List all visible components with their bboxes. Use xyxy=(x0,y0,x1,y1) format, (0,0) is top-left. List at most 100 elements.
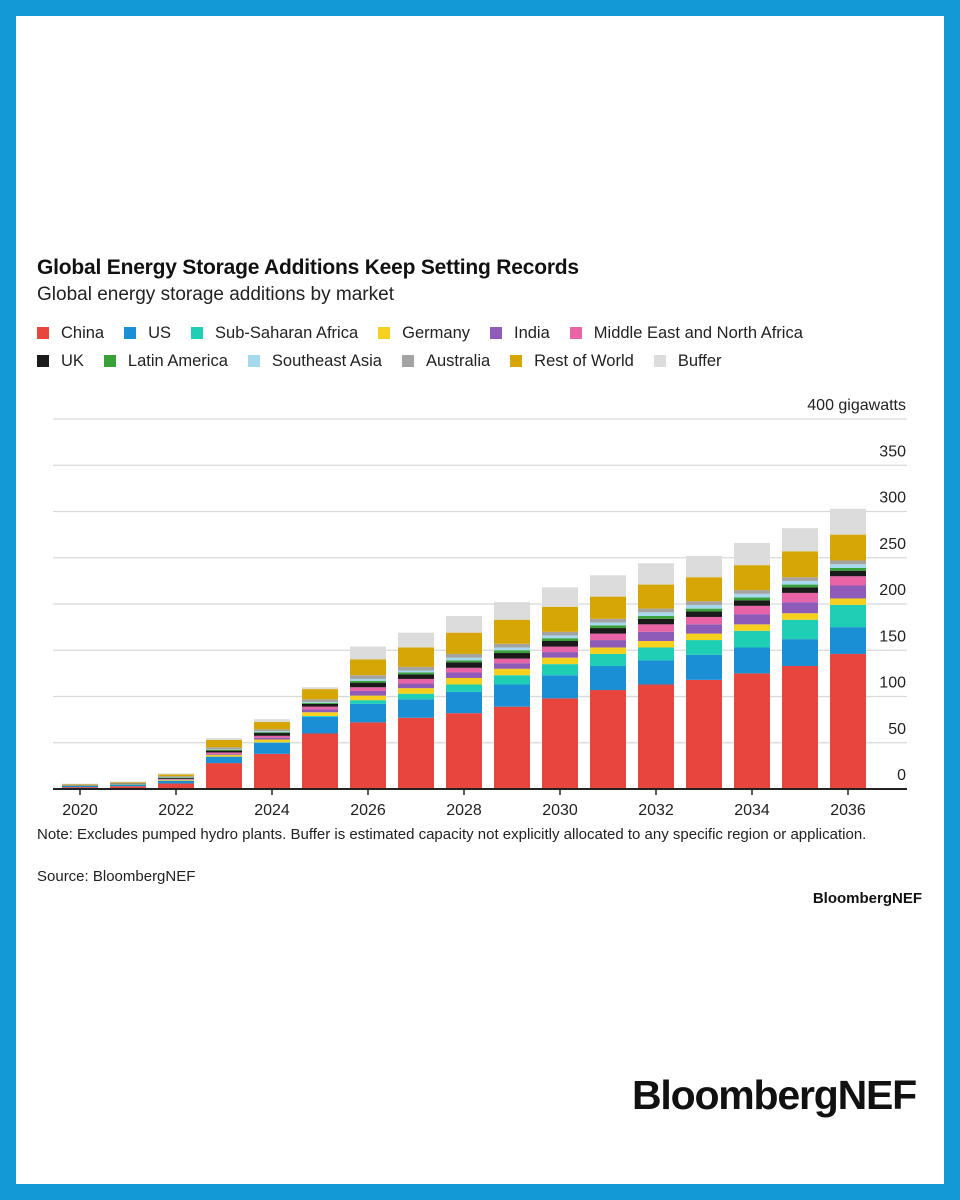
bar-segment xyxy=(446,616,482,633)
x-tick-label: 2036 xyxy=(830,802,866,819)
bar-segment xyxy=(254,737,290,740)
legend-item: Latin America xyxy=(103,352,228,370)
bar-segment xyxy=(590,625,626,629)
bar-segment xyxy=(734,600,770,606)
bar-segment xyxy=(158,780,194,784)
legend-item: US xyxy=(124,324,171,342)
bar-segment xyxy=(782,584,818,588)
y-tick-label: 150 xyxy=(879,628,906,645)
bar-segment xyxy=(494,619,530,644)
bar-segment xyxy=(446,632,482,654)
bar-segment xyxy=(782,551,818,578)
bar-segment xyxy=(638,684,674,789)
bar-segment xyxy=(830,560,866,565)
legend-swatch xyxy=(378,327,391,339)
bar-segment xyxy=(542,606,578,632)
bar-segment xyxy=(782,528,818,552)
bar-segment xyxy=(206,750,242,753)
legend-item: Southeast Asia xyxy=(247,352,382,370)
bar-segment xyxy=(782,665,818,789)
bar-segment xyxy=(206,738,242,740)
legend-item: Germany xyxy=(378,324,470,342)
bar-segment xyxy=(590,575,626,597)
bar-segment xyxy=(302,699,338,703)
bar-segment xyxy=(158,777,194,779)
bar-segment xyxy=(542,638,578,641)
bar-segment xyxy=(830,604,866,628)
bar-segment xyxy=(686,679,722,789)
bar-segment xyxy=(254,719,290,722)
chart-note: Note: Excludes pumped hydro plants. Buff… xyxy=(37,826,867,843)
bar-segment xyxy=(782,639,818,666)
bar-segment xyxy=(686,624,722,634)
bar-segment xyxy=(206,763,242,789)
bar-segment xyxy=(734,630,770,648)
bar-segment xyxy=(590,633,626,641)
bar-segment xyxy=(398,647,434,667)
x-tick-label: 2032 xyxy=(638,802,674,819)
chart-title: Global Energy Storage Additions Keep Set… xyxy=(37,256,579,279)
bar-segment xyxy=(110,782,146,783)
bar-segment xyxy=(302,687,338,690)
legend-item: Australia xyxy=(401,352,491,370)
bar-segment xyxy=(398,670,434,673)
bar-segment xyxy=(350,690,386,696)
x-tick-label: 2034 xyxy=(734,802,770,819)
x-tick-label: 2020 xyxy=(62,802,98,819)
bar-segment xyxy=(686,608,722,612)
bar-segment xyxy=(590,647,626,654)
bar-segment xyxy=(350,675,386,679)
bar-segment xyxy=(350,687,386,691)
bar-segment xyxy=(734,647,770,674)
bar-segment xyxy=(638,641,674,648)
legend-item: Middle East and North Africa xyxy=(569,324,803,342)
legend-swatch xyxy=(490,327,502,339)
bar-segment xyxy=(638,624,674,632)
bar-segment xyxy=(830,508,866,535)
bar-segment xyxy=(830,564,866,568)
bar-segment xyxy=(302,715,338,717)
bar-segment xyxy=(590,596,626,619)
bar-segment xyxy=(446,657,482,661)
bar-segment xyxy=(494,658,530,664)
bar-segment xyxy=(734,614,770,625)
bar-segment xyxy=(446,678,482,685)
bar-segment xyxy=(254,742,290,754)
bar-segment xyxy=(638,563,674,585)
bar-segment xyxy=(254,733,290,736)
bar-segment xyxy=(350,678,386,681)
legend-item: Rest of World xyxy=(510,352,634,370)
bar-segment xyxy=(590,618,626,623)
bar-segment xyxy=(734,673,770,789)
bar-segment xyxy=(350,646,386,660)
chart-legend: China US Sub-Saharan Africa Germany India Mid… xyxy=(37,324,917,370)
bar-segment xyxy=(350,682,386,688)
bar-segment xyxy=(398,688,434,694)
bar-segment xyxy=(734,597,770,601)
bar-segment xyxy=(494,706,530,789)
bar-segment xyxy=(830,653,866,789)
bar-segment xyxy=(62,785,98,788)
legend-swatch xyxy=(103,355,116,367)
bar-segment xyxy=(302,733,338,789)
legend-swatch xyxy=(569,327,582,339)
bar-segment xyxy=(350,680,386,683)
bar-segment xyxy=(302,706,338,710)
y-tick-label: 200 xyxy=(879,582,906,599)
bar-segment xyxy=(734,565,770,591)
bar-segment xyxy=(446,672,482,678)
legend-label: US xyxy=(148,324,172,342)
bar-segment xyxy=(350,700,386,704)
legend-swatch xyxy=(37,355,49,367)
bar-segment xyxy=(302,716,338,734)
y-tick-label: 0 xyxy=(897,767,906,784)
bar-segment xyxy=(398,666,434,671)
y-tick-label: 100 xyxy=(879,675,906,692)
bar-segment xyxy=(638,631,674,641)
bar-segment xyxy=(494,650,530,654)
bar-segment xyxy=(542,698,578,789)
bar-segment xyxy=(830,570,866,577)
legend-label: Australia xyxy=(425,352,491,370)
legend-label: Germany xyxy=(402,324,470,342)
legend-label: Southeast Asia xyxy=(271,352,382,370)
